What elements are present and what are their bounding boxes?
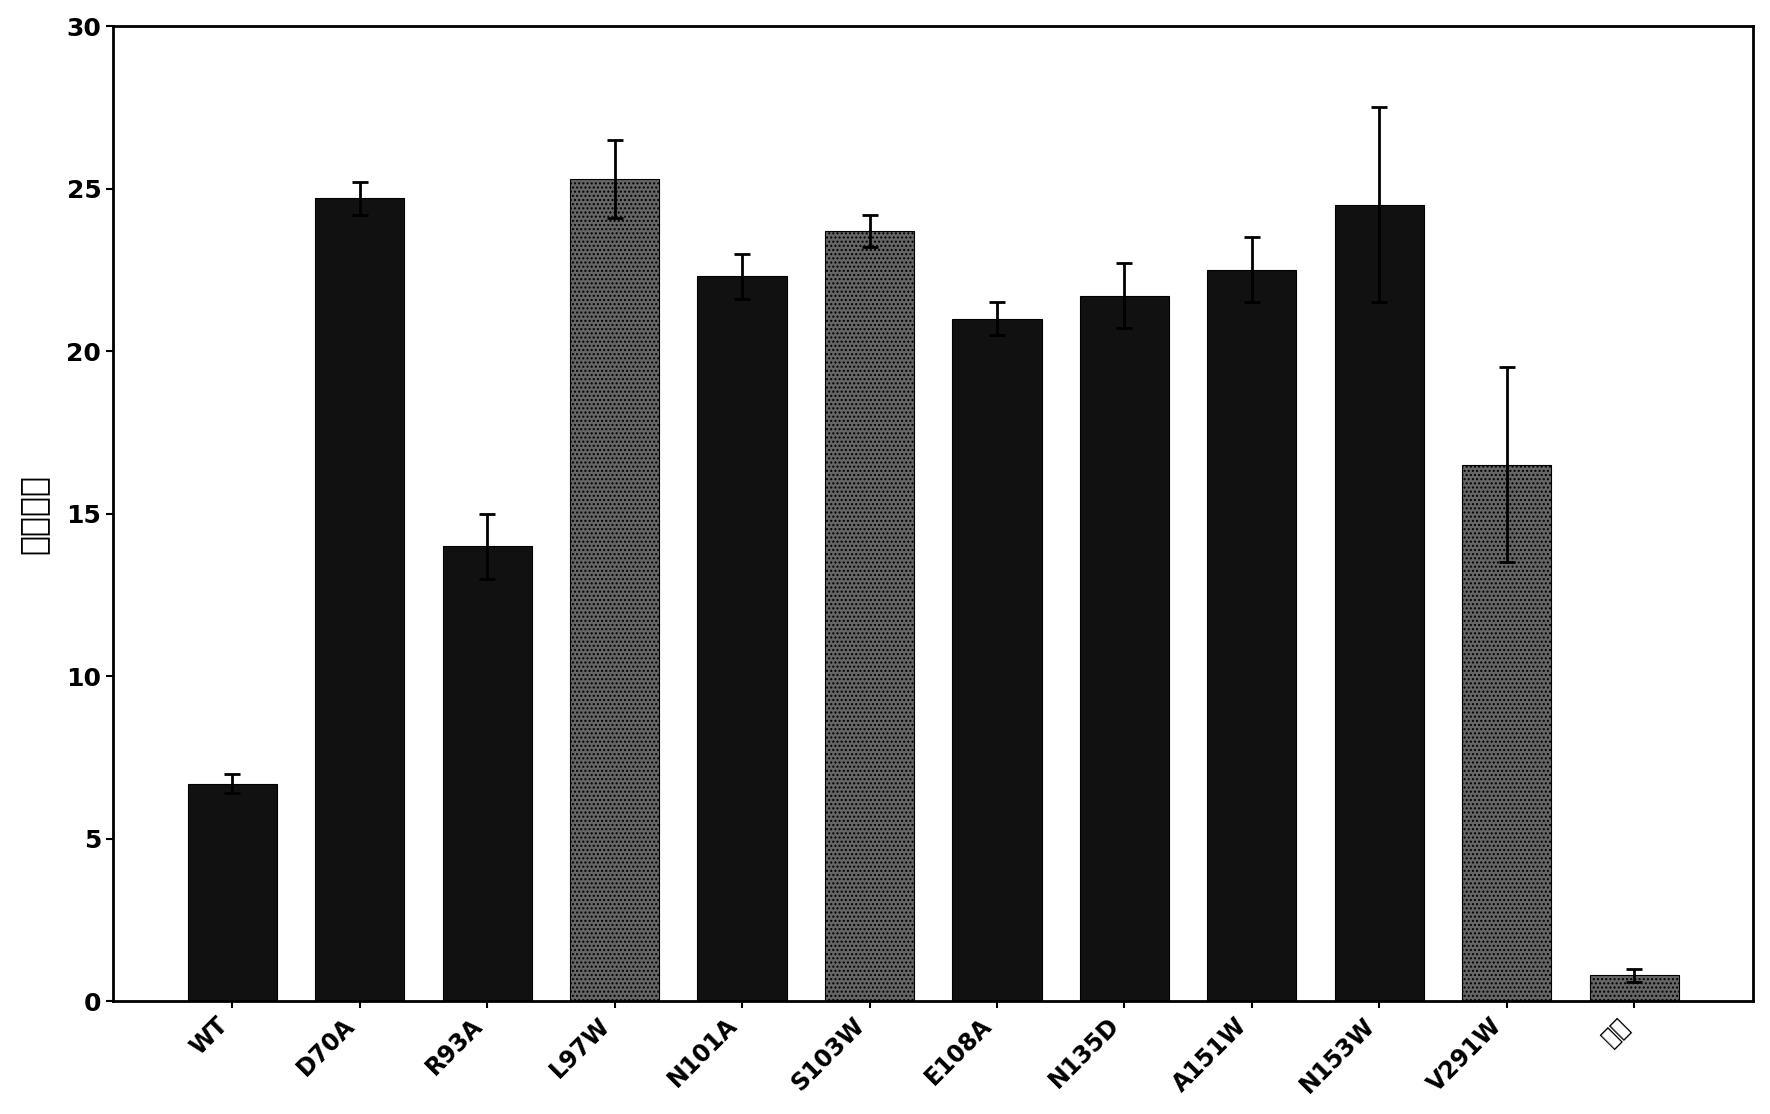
Bar: [825, 231, 913, 1001]
Bar: [1589, 975, 1678, 1001]
Bar: [570, 179, 658, 1001]
Bar: [1335, 205, 1423, 1001]
Bar: [1462, 465, 1551, 1001]
Bar: [697, 276, 786, 1001]
Y-axis label: 激活倍数: 激活倍数: [16, 473, 50, 554]
Bar: [952, 319, 1041, 1001]
Bar: [1207, 270, 1296, 1001]
Bar: [188, 783, 276, 1001]
Bar: [442, 546, 531, 1001]
Bar: [1080, 296, 1168, 1001]
Bar: [315, 198, 404, 1001]
